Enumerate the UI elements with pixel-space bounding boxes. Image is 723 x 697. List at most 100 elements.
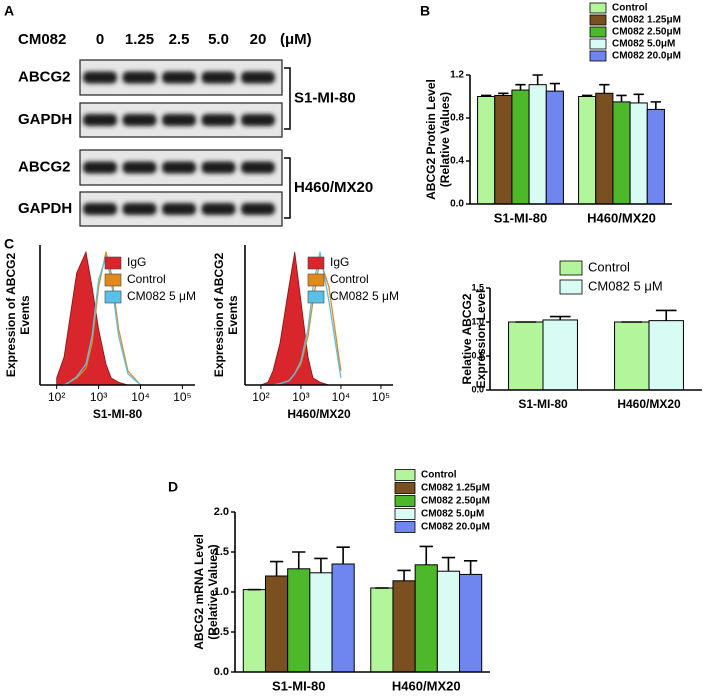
error-bar bbox=[515, 83, 526, 91]
y-axis-label: Expression Level bbox=[474, 290, 488, 389]
blot-band bbox=[83, 71, 117, 84]
legend-label: CM082 5.0μM bbox=[612, 39, 675, 50]
legend-swatch bbox=[394, 495, 416, 507]
x-tick-label: 10³ bbox=[292, 390, 309, 404]
y-tick-label: 0.0 bbox=[214, 666, 229, 678]
y-tick-label: 1.0 bbox=[214, 586, 229, 598]
error-bar bbox=[292, 551, 306, 569]
bar bbox=[414, 564, 438, 673]
x-tick-label: H460/MX20 bbox=[617, 397, 681, 411]
dose-label: 20 bbox=[250, 31, 267, 48]
blot-band bbox=[122, 203, 157, 215]
x-tick-label: 10³ bbox=[90, 390, 107, 404]
error-bar bbox=[314, 557, 328, 573]
bar bbox=[477, 96, 496, 205]
legend-label: CM082 5.0μM bbox=[421, 509, 484, 520]
x-tick-label: S1-MI-80 bbox=[518, 397, 568, 411]
legend-label: IgG bbox=[330, 255, 349, 269]
error-bar bbox=[633, 93, 644, 103]
blot-band bbox=[201, 114, 236, 126]
legend-label: CM082 5 μM bbox=[330, 289, 399, 303]
error-bar bbox=[655, 309, 677, 321]
x-tick-label: 10⁵ bbox=[372, 390, 390, 404]
legend-label: CM082 2.50μM bbox=[421, 496, 490, 507]
blot-band bbox=[162, 71, 196, 84]
error-bar bbox=[481, 94, 492, 97]
legend-label: CM082 20.0μM bbox=[421, 522, 490, 533]
blot-row-label: ABCG2 bbox=[18, 68, 71, 85]
legend-swatch bbox=[104, 273, 122, 287]
y-tick-label: 0.4 bbox=[450, 156, 464, 167]
x-tick-label: S1-MI-80 bbox=[272, 678, 325, 693]
blot-band bbox=[241, 203, 275, 215]
legend-swatch bbox=[307, 273, 325, 287]
density-line bbox=[56, 255, 141, 386]
bar bbox=[287, 568, 311, 673]
x-tick-label: 10² bbox=[252, 390, 269, 404]
blot-band bbox=[83, 161, 117, 174]
legend-swatch bbox=[104, 290, 122, 304]
legend-label: IgG bbox=[127, 255, 146, 269]
blot-band bbox=[162, 161, 196, 174]
bar bbox=[612, 101, 631, 205]
bracket bbox=[284, 157, 291, 219]
panel-label: A bbox=[4, 3, 14, 19]
treatment-label: CM082 bbox=[18, 31, 66, 48]
bar bbox=[578, 96, 597, 205]
legend-swatch bbox=[589, 2, 607, 14]
y-tick-label: 2.0 bbox=[214, 506, 229, 518]
cell-line-label: S1-MI-80 bbox=[294, 89, 356, 106]
y-axis-label: Events bbox=[18, 295, 32, 335]
bar bbox=[392, 580, 416, 673]
y-axis-label: ABCG2 Protein Level bbox=[424, 79, 438, 200]
y-tick-label: 0.8 bbox=[450, 113, 464, 124]
bar bbox=[436, 570, 461, 673]
bar bbox=[459, 573, 483, 673]
bar bbox=[595, 92, 614, 205]
error-bar bbox=[498, 92, 509, 96]
legend-swatch bbox=[589, 38, 607, 50]
legend-label: CM082 1.25μM bbox=[421, 483, 490, 494]
x-tick-label: 10⁵ bbox=[173, 390, 191, 404]
bar bbox=[331, 563, 355, 673]
bracket bbox=[284, 67, 291, 130]
y-axis-label: Relative ABCG2 bbox=[460, 293, 474, 384]
legend-swatch bbox=[559, 279, 583, 295]
bar bbox=[309, 572, 333, 673]
legend-swatch bbox=[307, 256, 325, 270]
blot-band bbox=[201, 71, 236, 84]
legend-label: Control bbox=[421, 470, 457, 481]
dose-label: 1.25 bbox=[125, 31, 154, 48]
legend-label: CM082 5 μM bbox=[127, 289, 196, 303]
blot-band bbox=[83, 114, 117, 126]
error-bar bbox=[463, 560, 478, 575]
legend-label: CM082 2.50μM bbox=[612, 27, 681, 38]
bar bbox=[511, 89, 530, 205]
y-axis-label: (Relative Values) bbox=[438, 92, 452, 187]
error-bar bbox=[532, 74, 543, 85]
bar bbox=[646, 108, 665, 205]
error-bar bbox=[549, 315, 571, 320]
error-bar bbox=[616, 94, 627, 102]
bar bbox=[528, 84, 547, 205]
bar bbox=[264, 575, 289, 673]
cell-line-label: H460/MX20 bbox=[294, 179, 373, 196]
blot-row-label: ABCG2 bbox=[18, 158, 71, 175]
x-tick-label: 10² bbox=[48, 390, 65, 404]
bar bbox=[494, 94, 513, 205]
blot-band bbox=[201, 161, 236, 174]
legend-label: Control bbox=[588, 259, 630, 274]
legend-swatch bbox=[589, 14, 607, 26]
y-tick-label: 0.5 bbox=[214, 626, 229, 638]
legend-swatch bbox=[589, 26, 607, 38]
x-tick-label: S1-MI-80 bbox=[494, 210, 547, 225]
error-bar bbox=[441, 556, 456, 572]
dose-label: 2.5 bbox=[169, 31, 190, 48]
error-bar bbox=[397, 569, 411, 581]
legend-swatch bbox=[307, 290, 325, 304]
legend-label: Control bbox=[330, 272, 369, 286]
y-tick-label: 0.5 bbox=[471, 350, 484, 360]
blot-row-label: GAPDH bbox=[18, 111, 72, 128]
legend-swatch bbox=[394, 521, 416, 533]
